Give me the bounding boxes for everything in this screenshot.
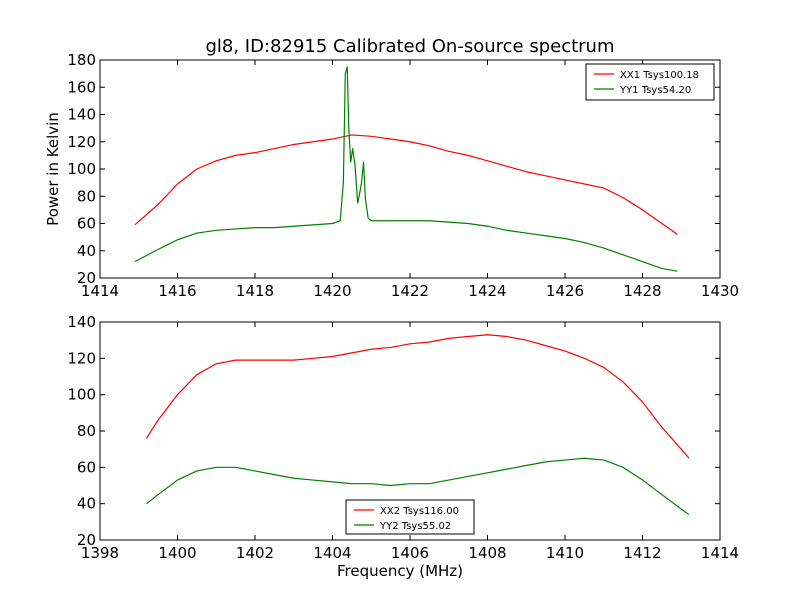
series-line-1-2 (134, 66, 678, 272)
x-tick-label: 1414 (81, 282, 119, 300)
figure-title: gl8, ID:82915 Calibrated On-source spect… (205, 36, 614, 57)
legend-box (345, 499, 475, 535)
plot-2: 1398 1400 1402 1404 1406 1408 1410 1412 1414 20 40… (67, 313, 739, 580)
plots: 1414 1416 1418 1420 1422 1424 1426 1428 1430 20 40… (44, 51, 739, 580)
x-tick-label: 1410 (546, 544, 584, 562)
legend-box (585, 63, 715, 101)
x-tick-label: 1428 (623, 282, 661, 300)
x-tick-label: 1402 (236, 544, 274, 562)
x-axis-label: Frequency (MHz) (337, 562, 463, 580)
y-tick-label: 60 (77, 458, 96, 476)
y-tick-label: 20 (77, 531, 96, 549)
y-tick-label: 140 (67, 106, 96, 124)
legend: XX1 Tsys100.18 YY1 Tsys54.20 (585, 63, 715, 101)
y-axis-label: Power in Kelvin (44, 112, 62, 226)
series-line-1-1 (134, 134, 678, 235)
y-tick-label: 40 (77, 242, 96, 260)
x-tick-label: 1400 (158, 544, 196, 562)
x-tick-label: 1426 (546, 282, 584, 300)
x-tick-label: 1404 (313, 544, 351, 562)
y-tick-label: 80 (77, 187, 96, 205)
y-tick-label: 100 (67, 386, 96, 404)
x-tick-label: 1418 (236, 282, 274, 300)
x-tick-label: 1412 (623, 544, 661, 562)
y-tick-label: 180 (67, 51, 96, 69)
y-tick-label: 20 (77, 269, 96, 287)
legend-label: XX1 Tsys100.18 (620, 70, 699, 81)
x-tick-label: 1398 (81, 544, 119, 562)
series-line-2-2 (146, 457, 690, 516)
x-tick-label: 1414 (701, 544, 739, 562)
plot-1: 1414 1416 1418 1420 1422 1424 1426 1428 1430 20 40… (44, 51, 739, 300)
y-tick-label: 100 (67, 160, 96, 178)
legend: XX2 Tsys116.00 YY2 Tsys55.02 (345, 499, 475, 535)
x-tick-label: 1422 (391, 282, 429, 300)
legend-label: YY1 Tsys54.20 (619, 85, 691, 96)
y-tick-label: 40 (77, 495, 96, 513)
legend-label: XX2 Tsys116.00 (380, 506, 459, 517)
y-tick-label: 120 (67, 349, 96, 367)
series-line-2-1 (145, 334, 690, 459)
plot-2-series (145, 334, 690, 516)
y-tick-label: 60 (77, 215, 96, 233)
y-tick-label: 140 (67, 313, 96, 331)
y-tick-label: 160 (67, 78, 96, 96)
x-tick-label: 1406 (391, 544, 429, 562)
legend-label: YY2 Tsys55.02 (379, 521, 451, 532)
plot-1-series (134, 66, 678, 272)
y-tick-label: 120 (67, 133, 96, 151)
y-tick-label: 80 (77, 422, 96, 440)
x-tick-label: 1420 (313, 282, 351, 300)
x-tick-label: 1408 (468, 544, 506, 562)
x-tick-label: 1424 (468, 282, 506, 300)
x-tick-label: 1430 (701, 282, 739, 300)
x-tick-label: 1416 (158, 282, 196, 300)
